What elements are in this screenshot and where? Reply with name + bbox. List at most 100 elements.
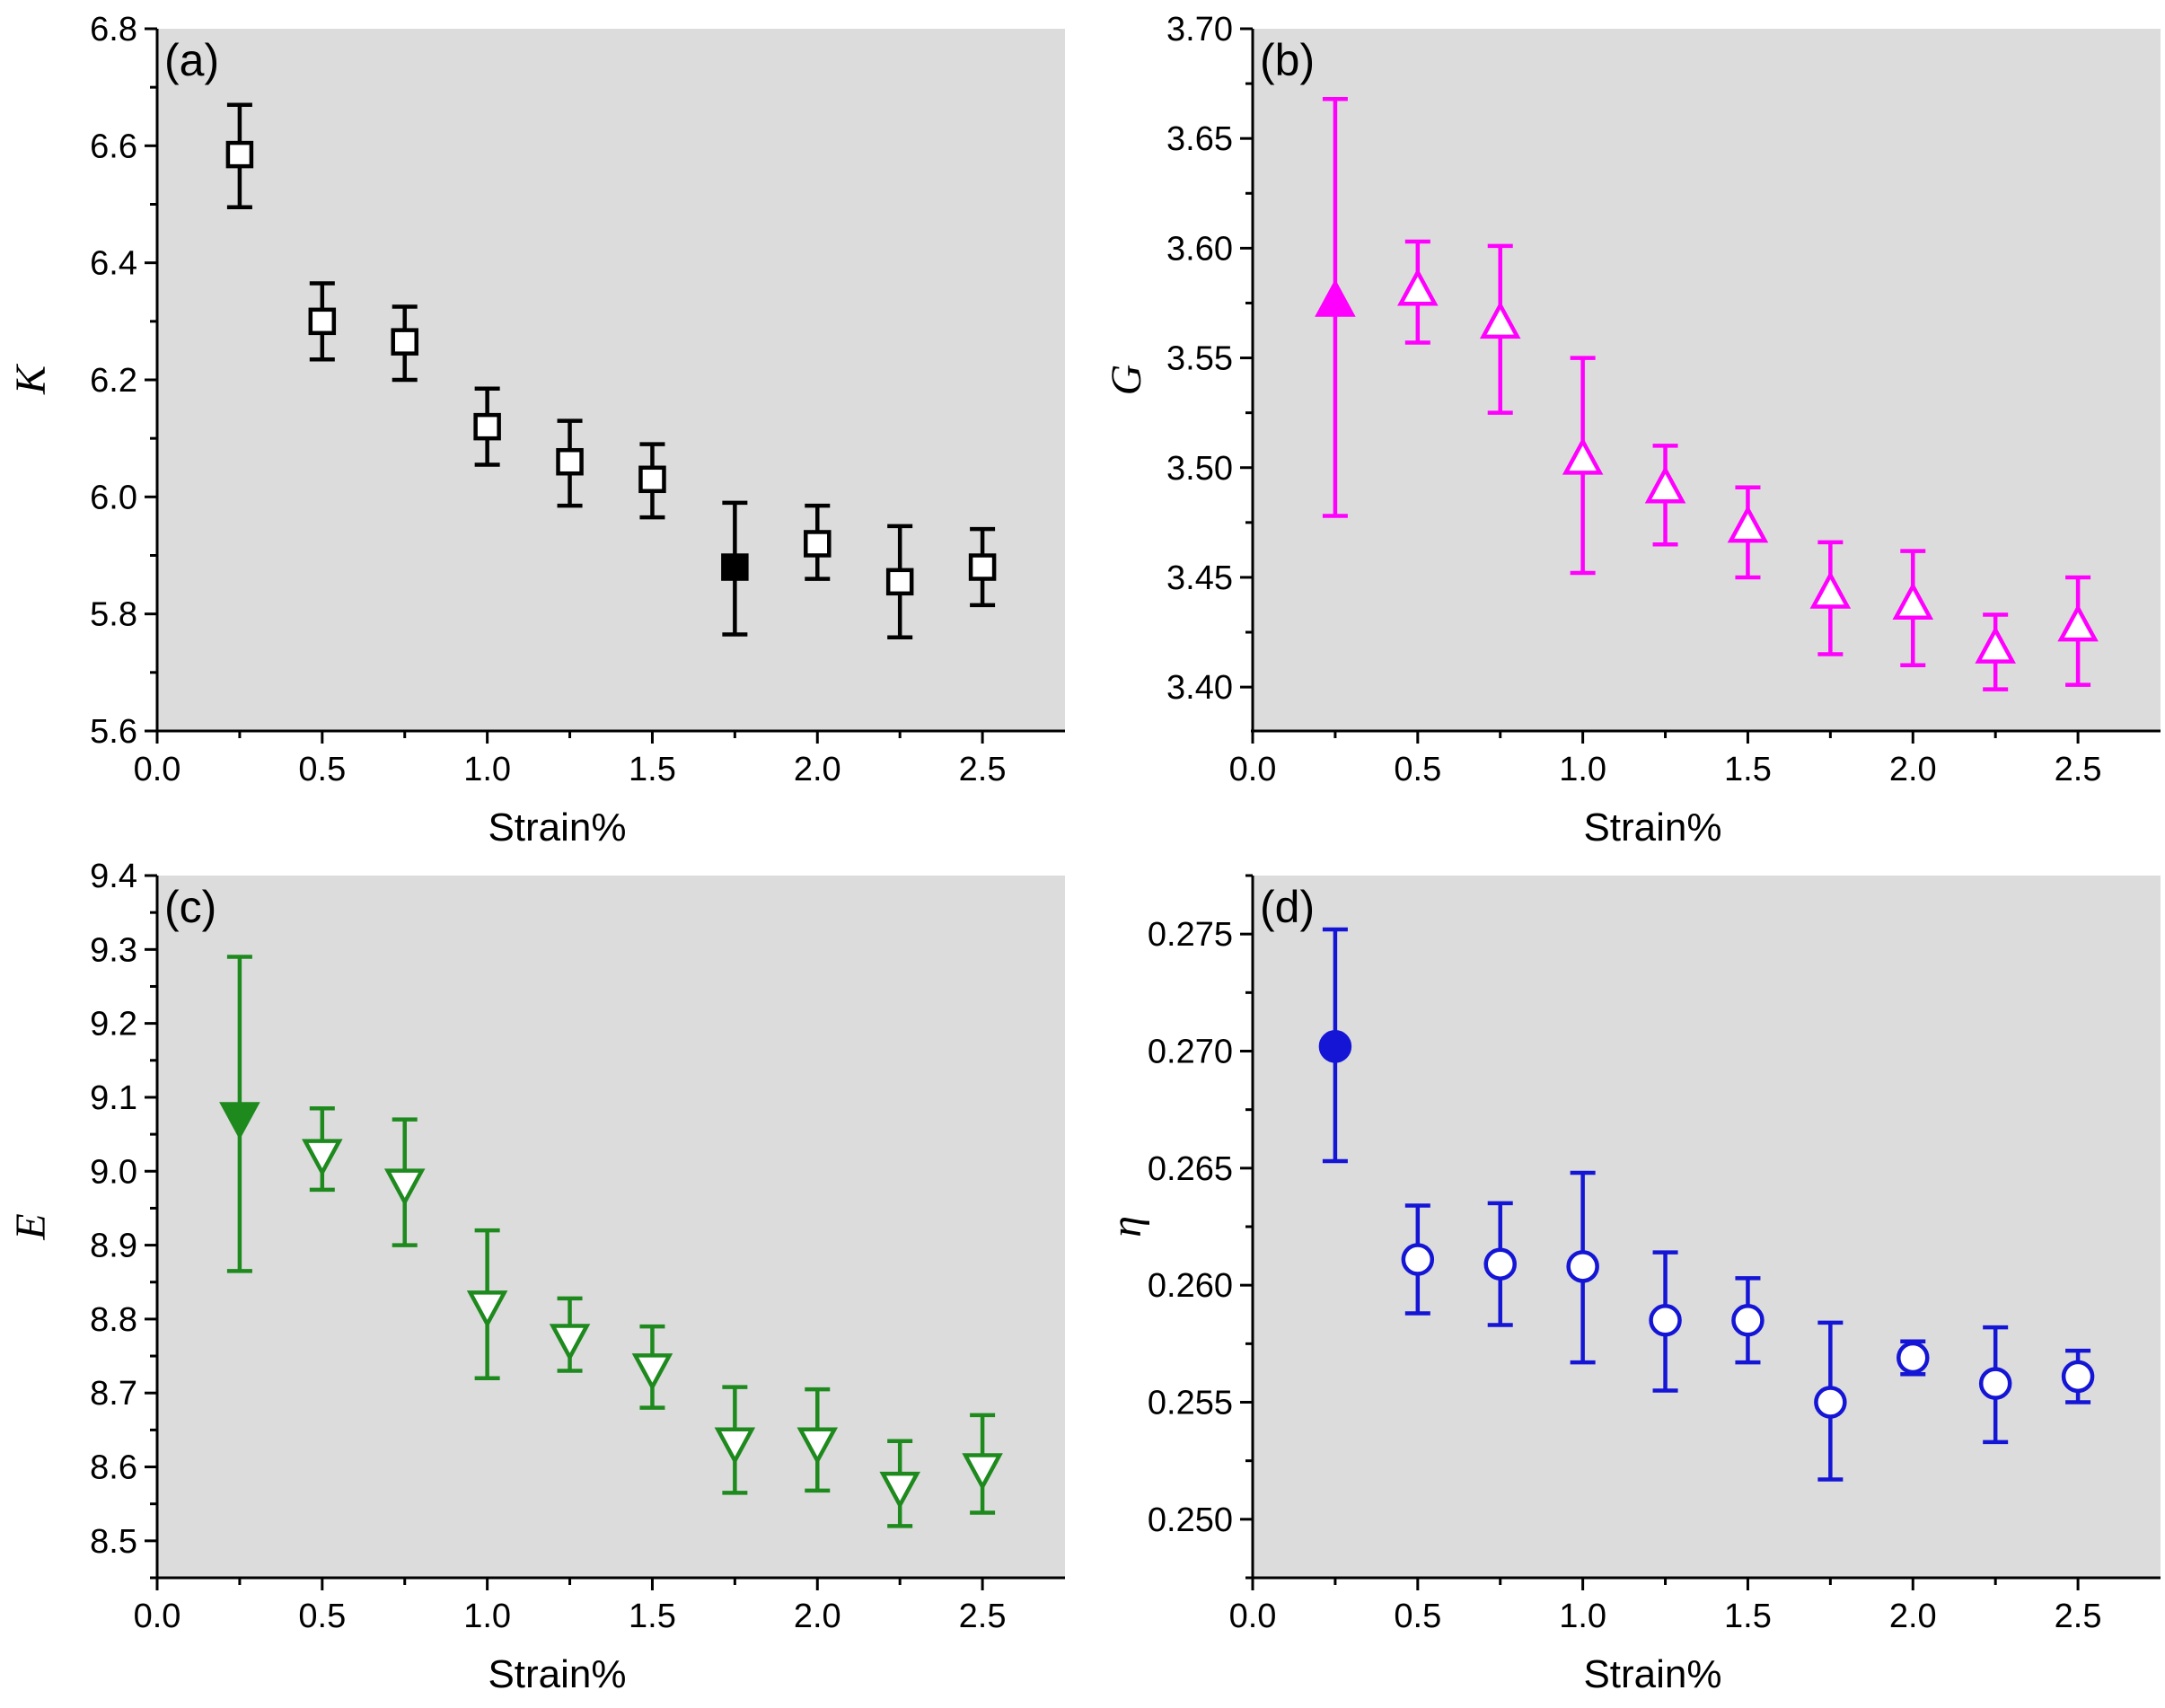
data-point xyxy=(962,1413,1003,1515)
y-tick-label: 8.7 xyxy=(90,1375,137,1413)
x-axis-title: Strain% xyxy=(488,806,626,850)
x-tick-label: 1.5 xyxy=(1724,751,1772,788)
circle-marker xyxy=(2061,1360,2095,1394)
data-point xyxy=(1318,927,1352,1164)
triangle-down-marker xyxy=(383,1168,426,1207)
panel-label: (c) xyxy=(164,882,216,932)
y-tick-label: 3.40 xyxy=(1166,669,1233,707)
triangle-up-marker xyxy=(1809,570,1852,609)
panel-a: 0.0 0.5 1.0 1.5 2.0 2.5 5.6 5.8 6.0 6.2 6.4 6.6 6.8 S… xyxy=(7,11,1065,850)
y-tick-label: 9.0 xyxy=(90,1153,137,1191)
triangle-up-marker xyxy=(1315,278,1356,317)
y-tick-label: 8.5 xyxy=(90,1523,137,1561)
data-point xyxy=(968,526,997,608)
x-tick-label: 2.0 xyxy=(1889,1598,1937,1635)
data-point xyxy=(1649,1250,1682,1393)
y-tick-label: 6.8 xyxy=(90,11,137,48)
x-tick-label: 2.0 xyxy=(794,1598,841,1635)
y-tick-label: 9.4 xyxy=(90,858,137,895)
y-axis-title: G xyxy=(1103,365,1150,396)
square-marker xyxy=(885,568,914,596)
x-tick-label: 2.5 xyxy=(2055,751,2102,788)
y-tick-label: 0.265 xyxy=(1148,1150,1233,1188)
square-marker xyxy=(391,328,418,356)
data-point xyxy=(1315,96,1356,518)
y-tick-label: 0.260 xyxy=(1148,1267,1233,1305)
data-point xyxy=(2061,1348,2095,1404)
x-tick-label: 0.5 xyxy=(1394,751,1441,788)
circle-marker xyxy=(1897,1341,1930,1375)
square-marker xyxy=(968,553,997,581)
data-point xyxy=(1809,540,1852,656)
y-tick-label: 0.250 xyxy=(1148,1501,1233,1539)
panel-d: 0.0 0.5 1.0 1.5 2.0 2.5 0.250 0.255 0.260 0.265 0.… xyxy=(1103,874,2161,1696)
x-tick-label: 0.5 xyxy=(298,1598,346,1635)
y-tick-label: 6.6 xyxy=(90,128,137,165)
square-marker xyxy=(638,465,666,494)
x-tick-label: 1.0 xyxy=(463,751,511,788)
triangle-down-marker xyxy=(466,1290,508,1329)
triangle-up-marker xyxy=(1479,301,1521,339)
data-point xyxy=(1731,1276,1765,1365)
data-point xyxy=(1644,444,1686,547)
square-marker xyxy=(556,447,584,476)
data-point xyxy=(796,1387,839,1493)
y-tick-label: 0.275 xyxy=(1148,916,1233,954)
x-tick-label: 2.5 xyxy=(2055,1598,2102,1635)
triangle-down-marker xyxy=(879,1471,920,1510)
y-axis-title: E xyxy=(7,1213,55,1240)
triangle-down-marker xyxy=(302,1139,343,1177)
y-tick-label: 0.270 xyxy=(1148,1034,1233,1071)
triangle-down-marker xyxy=(219,1102,260,1140)
x-tick-label: 1.0 xyxy=(1559,751,1606,788)
data-point xyxy=(879,1439,920,1528)
data-point xyxy=(225,102,254,210)
triangle-down-marker xyxy=(631,1353,673,1392)
square-marker xyxy=(308,307,337,336)
y-axis-title: η xyxy=(1103,1216,1150,1237)
data-point xyxy=(1978,1325,2012,1445)
x-tick-label: 0.0 xyxy=(134,751,181,788)
data-point xyxy=(466,1228,508,1380)
data-point xyxy=(638,442,666,520)
y-tick-label: 9.1 xyxy=(90,1079,137,1117)
data-point xyxy=(1483,1201,1517,1327)
square-marker xyxy=(804,530,832,558)
data-point xyxy=(1727,485,1769,580)
y-tick-label: 0.255 xyxy=(1148,1385,1233,1422)
circle-marker xyxy=(1401,1243,1435,1276)
x-tick-label: 2.5 xyxy=(959,1598,1007,1635)
circle-marker xyxy=(1483,1247,1517,1281)
y-tick-label: 6.2 xyxy=(90,362,137,400)
triangle-up-marker xyxy=(1892,581,1934,620)
x-tick-label: 2.0 xyxy=(794,751,841,788)
triangle-up-marker xyxy=(1562,436,1604,475)
triangle-down-marker xyxy=(714,1427,756,1466)
circle-marker xyxy=(1978,1367,2012,1400)
data-point xyxy=(804,503,832,581)
y-tick-label: 9.2 xyxy=(90,1006,137,1043)
triangle-up-marker xyxy=(1727,505,1769,543)
y-tick-label: 8.8 xyxy=(90,1301,137,1339)
triangle-down-marker xyxy=(549,1324,591,1362)
triangle-up-marker xyxy=(1975,625,2016,664)
data-point xyxy=(383,1117,426,1247)
y-tick-label: 6.0 xyxy=(90,479,137,516)
panel-label: (a) xyxy=(164,35,219,85)
x-tick-label: 2.5 xyxy=(959,751,1007,788)
data-point xyxy=(391,304,418,383)
x-tick-label: 1.5 xyxy=(1724,1598,1772,1635)
y-tick-label: 8.9 xyxy=(90,1228,137,1265)
triangle-up-marker xyxy=(1397,268,1439,306)
data-point xyxy=(1401,1203,1435,1316)
x-tick-label: 0.5 xyxy=(298,751,346,788)
data-point xyxy=(885,524,914,639)
data-point xyxy=(556,418,584,508)
plot-area-c xyxy=(157,876,1065,1578)
circle-marker xyxy=(1649,1304,1682,1337)
data-point xyxy=(631,1324,673,1410)
y-tick-label: 6.4 xyxy=(90,245,137,283)
data-point xyxy=(721,500,749,637)
circle-marker xyxy=(1318,1030,1352,1063)
data-point xyxy=(1562,356,1604,576)
